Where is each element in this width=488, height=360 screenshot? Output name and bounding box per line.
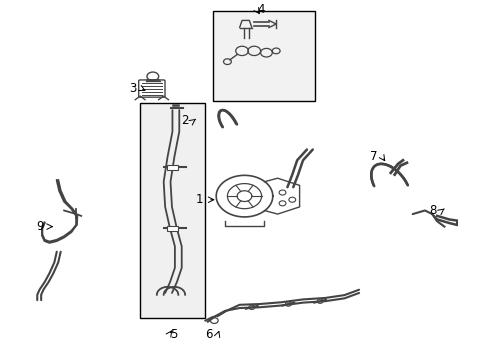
Bar — [167, 226, 178, 231]
Bar — [140, 103, 205, 318]
Text: 2: 2 — [181, 114, 188, 127]
Text: 7: 7 — [369, 150, 376, 163]
Text: 6: 6 — [205, 328, 212, 341]
Bar — [212, 12, 315, 101]
Text: 5: 5 — [170, 328, 177, 341]
Text: 3: 3 — [129, 82, 136, 95]
Bar — [167, 165, 178, 170]
Text: 4: 4 — [257, 3, 265, 16]
Text: 8: 8 — [429, 204, 436, 217]
Text: 1: 1 — [195, 193, 203, 206]
Text: 9: 9 — [36, 220, 43, 233]
